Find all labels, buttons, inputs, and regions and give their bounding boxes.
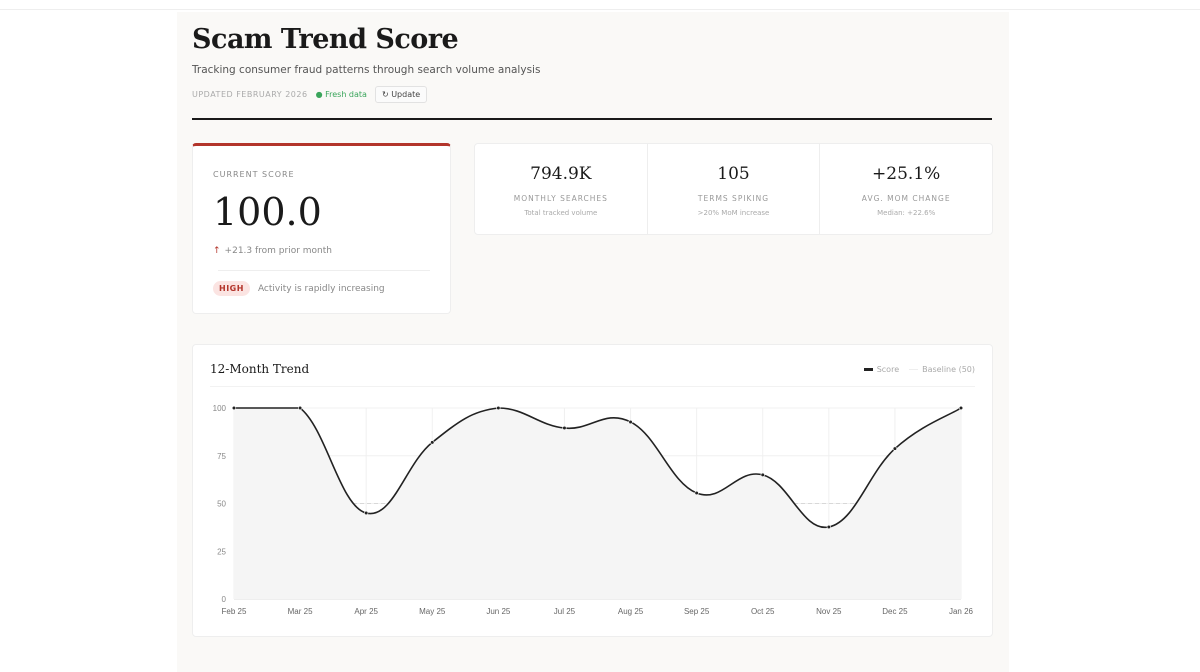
chart-title: 12-Month Trend [210, 362, 310, 376]
divider [218, 270, 430, 271]
stat-label: TERMS SPIKING [697, 194, 770, 203]
legend-label: Score [876, 365, 900, 374]
page-subtitle: Tracking consumer fraud patterns through… [192, 64, 541, 76]
score-value: 100.0 [213, 190, 322, 234]
stat-avg-mom-change: +25.1% AVG. MOM CHANGE Median: +22.6% [820, 144, 992, 234]
stat-value: +25.1% [872, 164, 941, 184]
x-tick-label: Nov 25 [816, 607, 842, 616]
data-point [562, 425, 567, 431]
current-score-card: CURRENT SCORE 100.0 ↑ +21.3 from prior mo… [192, 143, 451, 314]
top-border [0, 9, 1200, 10]
x-tick-label: Jun 25 [486, 607, 511, 616]
stat-value: 794.9K [530, 164, 592, 184]
meta-row: UPDATED FEBRUARY 2026 ● Fresh data ↻ Upd… [192, 86, 428, 103]
data-point [892, 446, 898, 451]
x-tick-label: Jan 26 [949, 607, 974, 616]
y-tick-label: 50 [217, 500, 226, 509]
data-point [628, 419, 633, 425]
legend-score[interactable]: Score [863, 365, 900, 374]
legend-swatch [863, 368, 873, 371]
data-point [760, 472, 765, 477]
chart-legend: Score Baseline (50) [863, 365, 975, 374]
divider [210, 386, 975, 387]
arrow-up-icon: ↑ [213, 246, 221, 256]
update-label: Update [391, 90, 421, 99]
stat-label: AVG. MOM CHANGE [861, 194, 951, 203]
data-point [231, 405, 237, 411]
stat-value: 105 [717, 164, 750, 184]
updated-date: UPDATED FEBRUARY 2026 [192, 90, 308, 99]
score-label: CURRENT SCORE [213, 170, 295, 179]
data-point [297, 405, 303, 411]
x-tick-label: May 25 [419, 607, 446, 616]
stat-sub: Total tracked volume [524, 209, 598, 217]
data-point [826, 524, 831, 530]
score-delta: ↑ +21.3 from prior month [213, 246, 332, 256]
data-point [958, 405, 964, 411]
data-point [430, 440, 435, 445]
trend-chart-card: 12-Month Trend Score Baseline (50) 0 25 50… [192, 344, 993, 637]
fresh-data-status: ● Fresh data [315, 90, 367, 99]
stats-panel: 794.9K MONTHLY SEARCHES Total tracked vo… [474, 143, 993, 235]
legend-baseline[interactable]: Baseline (50) [909, 365, 975, 374]
x-tick-label: Sep 25 [684, 607, 710, 616]
y-tick-label: 0 [222, 595, 227, 604]
header-divider [192, 118, 992, 120]
y-tick-label: 100 [213, 404, 227, 413]
score-delta-text: +21.3 from prior month [224, 246, 332, 256]
trend-chart: 0 25 50 75 100 Feb 25 Mar 25 Apr 25 May 25 Jun 25… [213, 404, 974, 616]
x-tick-label: Apr 25 [354, 607, 378, 616]
stat-label: MONTHLY SEARCHES [513, 194, 608, 203]
x-tick-label: Dec 25 [882, 607, 908, 616]
update-button[interactable]: ↻ Update [374, 86, 428, 103]
x-tick-label: Oct 25 [751, 607, 775, 616]
score-line [234, 407, 962, 528]
stat-sub: >20% MoM increase [697, 209, 770, 217]
fresh-data-label: Fresh data [325, 90, 367, 99]
status-badge: HIGH [213, 281, 250, 296]
y-tick-label: 25 [217, 547, 226, 556]
x-tick-label: Jul 25 [554, 607, 576, 616]
stat-terms-spiking: 105 TERMS SPIKING >20% MoM increase [648, 144, 821, 234]
x-tick-label: Feb 25 [222, 607, 247, 616]
score-status: HIGH Activity is rapidly increasing [213, 281, 385, 296]
stat-monthly-searches: 794.9K MONTHLY SEARCHES Total tracked vo… [475, 144, 648, 234]
status-text: Activity is rapidly increasing [257, 283, 385, 294]
data-point [364, 510, 369, 516]
score-area [234, 408, 961, 599]
legend-swatch [909, 369, 919, 370]
refresh-icon: ↻ [381, 90, 389, 99]
y-tick-label: 75 [217, 452, 226, 461]
x-tick-label: Aug 25 [618, 607, 644, 616]
legend-label: Baseline (50) [922, 365, 975, 374]
page-title: Scam Trend Score [192, 24, 459, 55]
stat-sub: Median: +22.6% [877, 209, 936, 217]
x-tick-label: Mar 25 [288, 607, 313, 616]
data-point [496, 405, 501, 411]
data-point [694, 490, 699, 496]
